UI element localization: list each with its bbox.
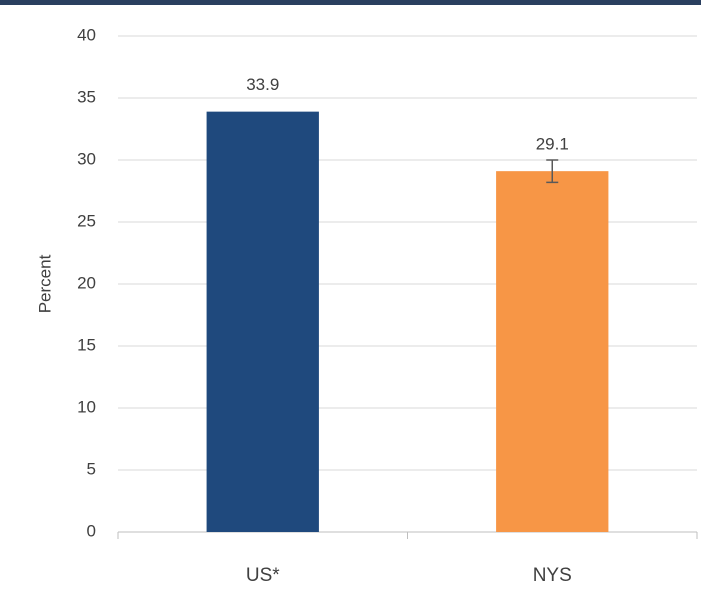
y-axis-label: Percent	[35, 254, 54, 313]
error-bar	[546, 159, 559, 184]
bar	[206, 111, 319, 532]
value-label: 33.9	[246, 75, 279, 94]
bar	[496, 171, 609, 532]
y-tick-label: 40	[77, 25, 96, 44]
y-tick-label: 20	[77, 273, 96, 292]
x-tick-label: NYS	[533, 565, 572, 586]
value-label: 29.1	[536, 135, 569, 154]
y-tick-label: 5	[87, 459, 96, 478]
y-tick-label: 15	[77, 335, 96, 354]
x-tick-label: US*	[246, 565, 280, 586]
y-tick-label: 25	[77, 211, 96, 230]
y-tick-label: 35	[77, 87, 96, 106]
y-tick-label: 30	[77, 149, 96, 168]
header-strip	[0, 0, 701, 5]
y-tick-label: 10	[77, 397, 96, 416]
y-tick-label: 0	[87, 521, 96, 540]
